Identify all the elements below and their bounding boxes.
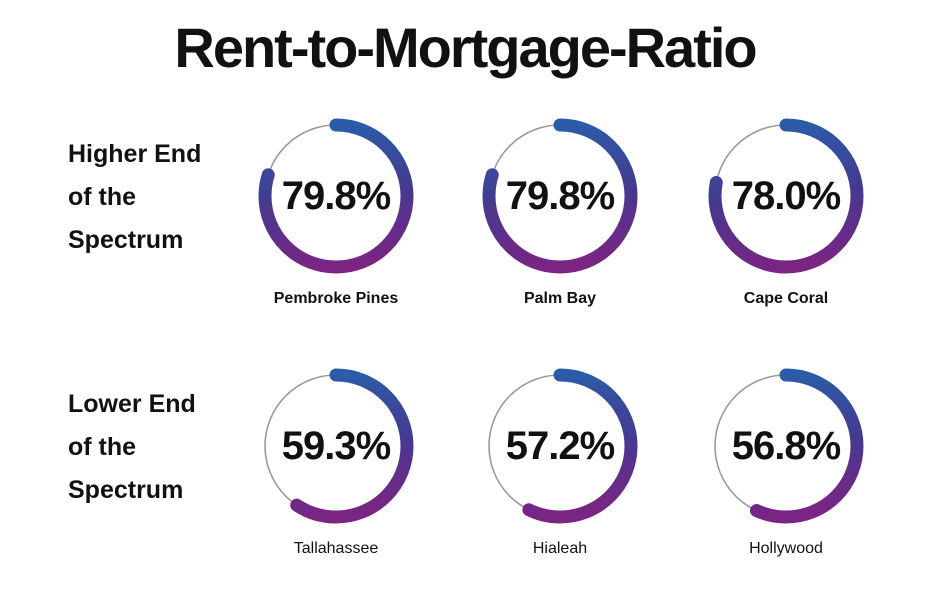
row-label-line: of the bbox=[68, 433, 137, 461]
donut-arc bbox=[482, 118, 638, 274]
donut-ring bbox=[482, 118, 638, 274]
row-label-line: Higher End bbox=[68, 140, 202, 168]
donut-city-label: Pembroke Pines bbox=[273, 290, 399, 307]
row-label-higher-end: Higher End of the Spectrum bbox=[68, 133, 201, 262]
donut-city-label: Tallahassee bbox=[293, 540, 379, 557]
donut-ring bbox=[482, 368, 638, 524]
row-label-line: Spectrum bbox=[68, 476, 184, 504]
donut-hollywood: 56.8% Hollywood bbox=[696, 356, 876, 568]
donut-arc bbox=[258, 118, 414, 274]
donut-city-label: Hialeah bbox=[532, 540, 588, 557]
row-label-line: Spectrum bbox=[68, 226, 184, 254]
donut-arc bbox=[708, 118, 864, 274]
row-label-line: of the bbox=[68, 183, 137, 211]
donut-ring bbox=[258, 118, 414, 274]
donut-tallahassee: 59.3% Tallahassee bbox=[246, 356, 426, 568]
donut-city-label: Hollywood bbox=[749, 540, 823, 557]
donut-palm-bay: 79.8% Palm Bay bbox=[470, 106, 650, 318]
donut-pembroke-pines: 79.8% Pembroke Pines bbox=[246, 106, 426, 318]
row-label-lower-end: Lower End of the Spectrum bbox=[68, 383, 196, 512]
donut-value: 57.2% bbox=[505, 423, 615, 468]
donut-ring bbox=[708, 368, 864, 524]
donut-ring bbox=[258, 368, 414, 524]
page-title: Rent-to-Mortgage-Ratio bbox=[174, 16, 757, 79]
donut-value: 59.3% bbox=[281, 423, 391, 468]
donut-ring bbox=[708, 118, 864, 274]
donut-value: 78.0% bbox=[731, 173, 841, 218]
donut-value: 79.8% bbox=[281, 173, 391, 218]
donut-arc bbox=[708, 368, 864, 524]
donut-arc bbox=[482, 368, 638, 524]
row-label-line: Lower End bbox=[68, 390, 196, 418]
donut-value: 79.8% bbox=[505, 173, 615, 218]
donut-arc bbox=[258, 368, 414, 524]
donut-city-label: Cape Coral bbox=[743, 290, 829, 307]
donut-city-label: Palm Bay bbox=[523, 290, 597, 307]
donut-value: 56.8% bbox=[731, 423, 841, 468]
donut-hialeah: 57.2% Hialeah bbox=[470, 356, 650, 568]
donut-cape-coral: 78.0% Cape Coral bbox=[696, 106, 876, 318]
